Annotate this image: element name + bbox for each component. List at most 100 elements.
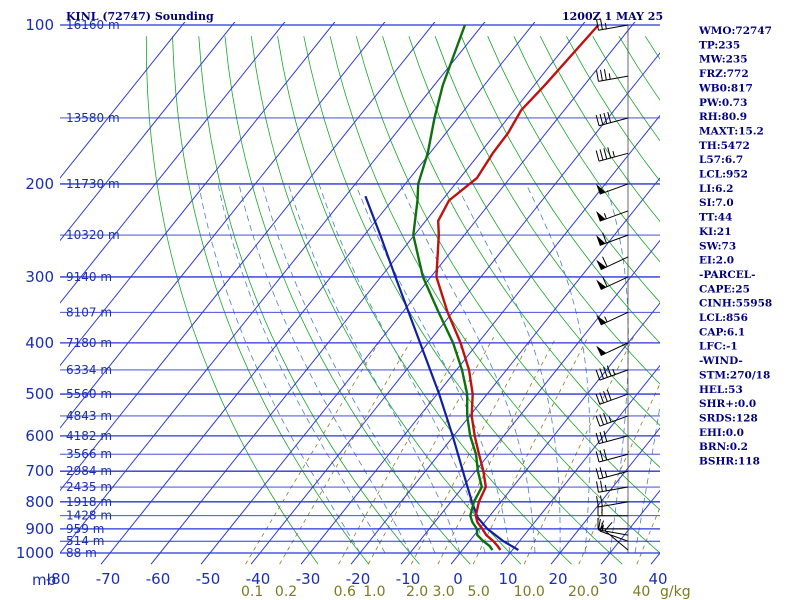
barb-staff	[598, 470, 629, 480]
mixing-ratio-line	[523, 336, 634, 565]
wind-barb	[596, 276, 629, 291]
height-label: 4182 m	[66, 429, 112, 443]
barb-staff	[599, 393, 629, 405]
barb-full	[595, 393, 601, 405]
height-label: 10320 m	[66, 228, 120, 242]
isotherm	[550, 427, 660, 565]
index-line: WB0:817	[698, 82, 753, 94]
isotherm	[350, 177, 660, 565]
barb-full	[606, 365, 612, 377]
dry-adiabat	[224, 36, 471, 565]
dry-adiabat	[145, 36, 319, 565]
height-label: 959 m	[66, 522, 104, 536]
barb-full	[599, 431, 604, 443]
isotherm	[450, 302, 660, 565]
barb-full	[595, 150, 600, 162]
barb-full	[607, 147, 612, 159]
isotherm	[60, 22, 486, 554]
index-line: HEL:53	[699, 384, 743, 396]
wind-barb	[595, 111, 629, 127]
barb-full	[606, 389, 612, 401]
temperature-tick-label: -30	[296, 570, 321, 588]
barb-full	[596, 481, 599, 493]
temperature-tick-label: -10	[396, 570, 421, 588]
barb-full	[597, 518, 601, 531]
barb-staff	[598, 117, 629, 127]
index-line: KI:21	[699, 226, 732, 238]
stability-indices-panel: WMO:72747 TP:235 MW:235 FRZ:772 WB0:817 PW:0.…	[698, 25, 772, 468]
moist-adiabat	[525, 183, 591, 554]
temperature-tick-label: 30	[598, 570, 617, 588]
dry-adiabat	[198, 36, 420, 565]
height-label: 5560 m	[66, 387, 112, 401]
wind-barb	[596, 232, 629, 246]
wind-barb	[597, 517, 628, 530]
barb-half	[608, 73, 611, 80]
barb-pennant	[596, 345, 607, 356]
mixing-ratio-label: 40	[632, 584, 650, 600]
dewpoint-trace	[412, 24, 494, 551]
height-label: 2435 m	[66, 480, 112, 494]
moist-adiabat	[355, 183, 511, 554]
height-label: 514 m	[66, 534, 104, 548]
barb-full	[599, 18, 603, 30]
barb-half	[612, 151, 615, 158]
wind-barb	[596, 495, 629, 508]
barb-full	[599, 495, 603, 507]
barb-half	[604, 470, 608, 478]
wind-barb	[595, 449, 629, 463]
isotherm	[60, 22, 286, 304]
mixing-ratio-label: 0.1	[241, 584, 263, 600]
barb-full	[595, 432, 600, 444]
pressure-tick-label: 500	[25, 385, 54, 403]
barb-staff	[599, 530, 629, 542]
height-label: 3566 m	[66, 447, 112, 461]
wind-barb	[596, 480, 629, 493]
wind-barb	[596, 69, 629, 82]
barb-staff	[598, 75, 629, 82]
mixing-ratio-line	[437, 336, 557, 565]
dry-adiabat	[382, 36, 660, 468]
mixing-ratio-label: 20.0	[568, 584, 599, 600]
mixing-ratio-label: 10.0	[514, 584, 545, 600]
dry-adiabat	[434, 36, 660, 385]
wind-barb	[596, 18, 629, 31]
barb-pennant	[596, 210, 606, 222]
index-line: FRZ:772	[699, 68, 749, 80]
pressure-tick-label: 900	[25, 520, 54, 538]
barb-full	[599, 368, 605, 379]
barb-full	[599, 392, 605, 404]
index-line: LI:6.2	[699, 183, 733, 195]
index-line: WMO:72747	[698, 25, 772, 37]
moist-adiabat	[238, 183, 411, 554]
temperature-tick-label: 0	[453, 570, 463, 588]
dry-adiabat	[172, 36, 370, 565]
temperature-tick-label: 20	[548, 570, 567, 588]
height-label: 1918 m	[66, 495, 112, 509]
index-line: STM:270/18	[699, 369, 770, 381]
barb-staff	[598, 453, 629, 463]
mixing-ratio-line	[279, 336, 414, 565]
barb-pennant	[596, 235, 606, 246]
height-label: 2984 m	[66, 464, 112, 478]
barb-staff	[598, 529, 629, 536]
barb-full	[596, 70, 599, 82]
pressure-tick-label: 400	[25, 334, 54, 352]
barb-full	[599, 149, 604, 161]
barb-staff	[598, 501, 629, 508]
sounding-datetime: 1200Z 1 MAY 25	[562, 10, 663, 23]
mixing-ratio-line	[472, 336, 589, 565]
wind-barb	[596, 342, 629, 357]
barb-half	[608, 416, 612, 423]
barb-full	[595, 114, 600, 126]
barb-half	[604, 22, 607, 29]
pressure-tick-label: 1000	[16, 544, 54, 562]
mixing-ratio-unit-label: g/kg	[660, 584, 691, 600]
barb-full	[602, 232, 607, 244]
index-line: SHR+:0.0	[699, 398, 756, 410]
pressure-tick-label: 700	[25, 462, 54, 480]
wind-barb	[596, 183, 629, 195]
moist-adiabat	[400, 183, 536, 554]
temperature-tick-label: -50	[196, 570, 221, 588]
